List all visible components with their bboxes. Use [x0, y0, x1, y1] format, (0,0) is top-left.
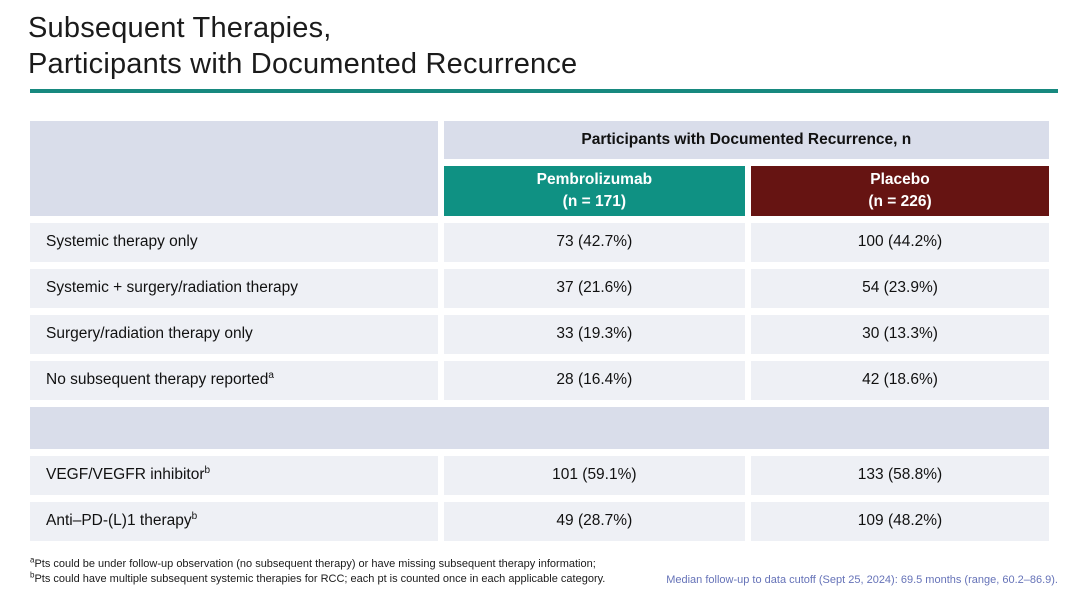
pembrolizumab-value: 49 (28.7%): [443, 501, 746, 541]
pembrolizumab-value: 28 (16.4%): [443, 360, 746, 400]
row-label: Anti–PD-(L)1 therapyb: [30, 501, 438, 541]
pembrolizumab-value: 101 (59.1%): [443, 455, 746, 495]
pembrolizumab-column-n: (n = 171): [562, 192, 626, 210]
table-row-vegf-inhibitor: VEGF/VEGFR inhibitorb 101 (59.1%) 133 (5…: [30, 455, 1049, 495]
table-row-systemic-plus-surgery: Systemic + surgery/radiation therapy 37 …: [30, 268, 1049, 308]
table-row-surgery-only: Surgery/radiation therapy only 33 (19.3%…: [30, 314, 1049, 354]
row-label: No subsequent therapy reporteda: [30, 360, 438, 400]
placebo-value: 30 (13.3%): [751, 314, 1049, 354]
page-title-line-1: Subsequent Therapies,: [28, 12, 332, 44]
table-row-anti-pd-l1: Anti–PD-(L)1 therapyb 49 (28.7%) 109 (48…: [30, 501, 1049, 541]
pembrolizumab-column-name: Pembrolizumab: [536, 171, 653, 189]
placebo-column-n: (n = 226): [868, 192, 932, 210]
footnote-marker: b: [204, 465, 211, 477]
spacer-row: [30, 406, 1049, 449]
footer: aPts could be under follow-up observatio…: [30, 555, 1058, 587]
placebo-column-header: Placebo (n = 226): [751, 165, 1049, 216]
footnote-marker: b: [191, 511, 198, 523]
placebo-value: 133 (58.8%): [751, 455, 1049, 495]
placebo-value: 42 (18.6%): [751, 360, 1049, 400]
row-label: Surgery/radiation therapy only: [30, 314, 438, 354]
row-label: VEGF/VEGFR inhibitorb: [30, 455, 438, 495]
footnote-b-marker: b: [30, 570, 35, 580]
corner-cell: [30, 120, 438, 216]
footnote-a-marker: a: [30, 555, 35, 565]
footnotes: aPts could be under follow-up observatio…: [30, 555, 606, 587]
table-group-header: Participants with Documented Recurrence,…: [443, 120, 1049, 159]
median-followup-note: Median follow-up to data cutoff (Sept 25…: [666, 573, 1058, 586]
page-title: Subsequent Therapies, Participants with …: [28, 11, 1055, 83]
subsequent-therapies-table: Participants with Documented Recurrence,…: [24, 114, 1055, 548]
footnote-a: aPts could be under follow-up observatio…: [30, 555, 596, 570]
table-row-no-subsequent-therapy: No subsequent therapy reporteda 28 (16.4…: [30, 360, 1049, 400]
table-row-systemic-only: Systemic therapy only 73 (42.7%) 100 (44…: [30, 222, 1049, 262]
pembrolizumab-column-header: Pembrolizumab (n = 171): [443, 165, 746, 216]
placebo-value: 100 (44.2%): [751, 222, 1049, 262]
footnote-b: bPts could have multiple subsequent syst…: [30, 570, 606, 585]
placebo-column-name: Placebo: [870, 171, 930, 189]
placebo-value: 54 (23.9%): [751, 268, 1049, 308]
footnote-marker: a: [268, 370, 274, 382]
pembrolizumab-value: 73 (42.7%): [443, 222, 746, 262]
placebo-value: 109 (48.2%): [751, 501, 1049, 541]
title-divider: [30, 88, 1058, 93]
pembrolizumab-value: 37 (21.6%): [443, 268, 746, 308]
row-label: Systemic therapy only: [30, 222, 438, 262]
pembrolizumab-value: 33 (19.3%): [443, 314, 746, 354]
row-label: Systemic + surgery/radiation therapy: [30, 268, 438, 308]
page-title-line-2: Participants with Documented Recurrence: [28, 47, 578, 80]
spacer-band: [30, 406, 1049, 449]
